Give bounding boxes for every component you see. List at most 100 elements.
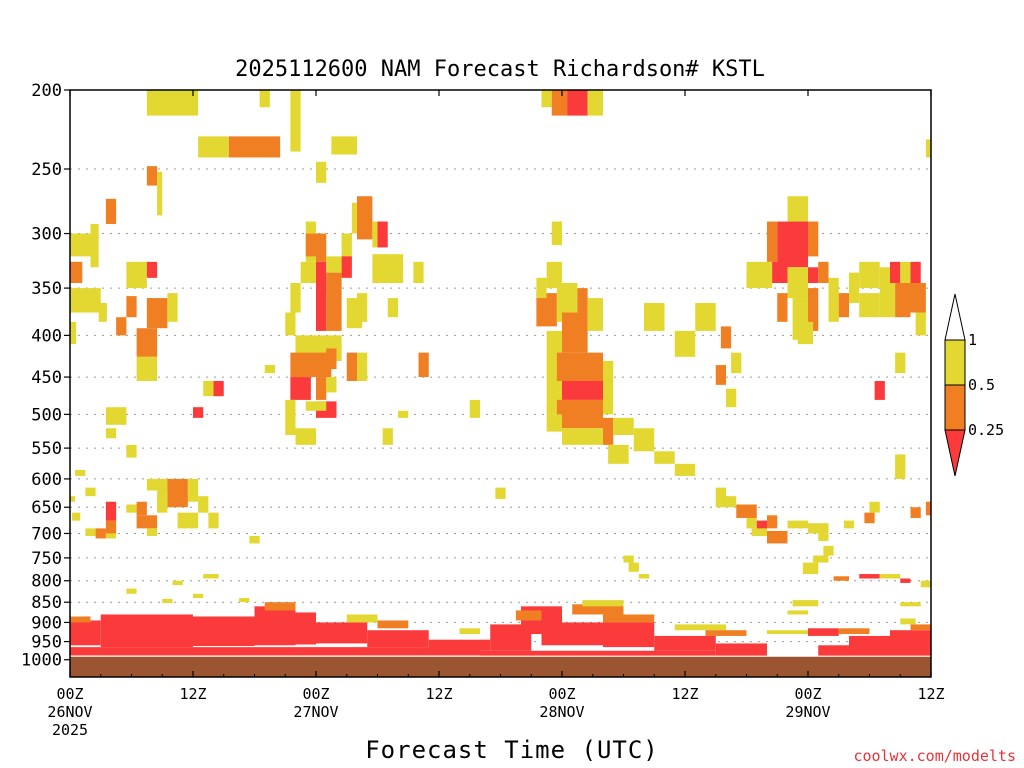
ri-cell-194	[346, 614, 378, 623]
ri-cell-29	[203, 380, 214, 397]
ri-cell-182	[920, 580, 931, 588]
ri-cell-132	[105, 501, 117, 521]
ri-cell-82	[562, 380, 603, 400]
ri-cell-67	[382, 428, 393, 445]
ri-cell-117	[859, 293, 880, 318]
ri-cell-146	[208, 512, 219, 529]
ri-cell-38	[305, 233, 316, 257]
ri-cell-196	[377, 620, 409, 629]
ri-cell-77	[562, 312, 588, 353]
ri-cell-140	[146, 478, 168, 491]
ri-cell-34	[105, 428, 117, 439]
ri-cell-192	[295, 612, 316, 645]
ri-cell-79	[587, 298, 603, 331]
ri-cell-96	[720, 326, 732, 349]
legend-level-2: 0.25	[968, 421, 1004, 439]
y-tick-label-1000: 1000	[21, 651, 62, 671]
ri-cell-66	[305, 401, 327, 411]
ri-cell-177	[239, 598, 250, 603]
ri-cell-126	[874, 380, 885, 400]
ri-cell-206	[603, 622, 655, 648]
x-tick-label-0-2: 2025	[52, 721, 88, 739]
ri-cell-217	[910, 624, 931, 631]
ri-cell-51	[346, 298, 363, 329]
x-tick-label-3-0: 12Z	[425, 685, 452, 703]
ri-cell-33	[105, 407, 127, 425]
ri-cell-103	[787, 196, 808, 222]
ri-cell-116	[859, 261, 880, 289]
ri-cell-87	[603, 417, 614, 445]
ri-cell-207	[654, 635, 716, 651]
ri-cell-219	[70, 647, 480, 656]
ri-cell-46	[357, 196, 373, 240]
ri-cell-122	[910, 261, 921, 284]
credit-link[interactable]: coolwx.com/modelts	[853, 747, 1016, 765]
ri-cell-187	[70, 616, 91, 623]
ri-cell-164	[910, 507, 921, 518]
ri-cell-25	[136, 328, 158, 357]
ri-cell-56	[290, 352, 332, 378]
ri-cell-211	[767, 630, 808, 635]
ri-cell-109	[808, 288, 819, 331]
y-tick-label-900: 900	[31, 613, 62, 633]
plot-area	[70, 90, 931, 677]
ri-cell-60	[326, 377, 337, 393]
ri-cell-115	[849, 272, 860, 303]
ri-cell-52	[387, 298, 398, 318]
ri-cell-27	[167, 293, 178, 322]
ri-cell-184	[792, 600, 819, 607]
ri-cell-4	[290, 90, 301, 152]
ri-cell-114	[838, 293, 849, 318]
x-tick-label-2-0: 00Z	[302, 685, 329, 703]
ri-cell-195	[367, 630, 429, 648]
ri-cell-143	[187, 478, 199, 502]
y-tick-label-600: 600	[31, 470, 62, 490]
y-tick-label-300: 300	[31, 225, 62, 245]
ri-cell-5	[316, 161, 327, 183]
ri-cell-22	[146, 261, 158, 278]
ri-cell-135	[95, 528, 106, 539]
ri-cell-170	[628, 562, 639, 572]
ri-cell-173	[172, 580, 183, 586]
ri-cell-152	[736, 504, 757, 518]
ri-cell-80	[546, 330, 562, 415]
ri-cell-144	[177, 512, 199, 529]
ri-cell-124	[915, 312, 926, 336]
ri-cell-15	[70, 233, 91, 257]
ri-cell-99	[726, 388, 737, 408]
ri-cell-42	[326, 256, 342, 273]
ri-cell-179	[859, 574, 880, 579]
ri-cell-216	[890, 630, 931, 657]
ri-cell-215	[849, 635, 890, 657]
ri-cell-197	[428, 639, 491, 651]
ri-cell-180	[879, 574, 901, 579]
ri-cell-139	[136, 515, 158, 529]
legend-bin-red	[944, 429, 966, 477]
ri-cell-205	[603, 614, 655, 623]
ri-cell-129	[85, 487, 96, 497]
ri-cell-107	[808, 267, 819, 284]
x-tick-label-2-1: 27NOV	[293, 703, 338, 721]
y-tick-label-400: 400	[31, 326, 62, 346]
y-tick-label-250: 250	[31, 160, 62, 180]
ri-cell-83	[603, 360, 614, 415]
ri-cell-175	[162, 598, 173, 604]
ri-cell-158	[787, 520, 808, 529]
ri-cell-98	[715, 365, 726, 385]
ri-cell-72	[551, 221, 562, 246]
y-tick-label-650: 650	[31, 498, 62, 518]
ri-cell-185	[787, 610, 808, 615]
x-tick-label-0-1: 26NOV	[47, 703, 92, 721]
ri-cell-23	[126, 296, 137, 318]
ri-cell-93	[644, 302, 665, 331]
ri-cell-108	[818, 261, 829, 284]
ri-cell-63	[285, 399, 296, 435]
ri-cell-168	[802, 562, 819, 575]
ri-cell-161	[843, 520, 855, 529]
ri-cell-2	[228, 136, 281, 158]
ri-cell-78	[577, 288, 588, 313]
ri-cell-214	[838, 628, 870, 635]
ri-cell-153	[746, 517, 757, 529]
ri-cell-160	[818, 533, 829, 541]
